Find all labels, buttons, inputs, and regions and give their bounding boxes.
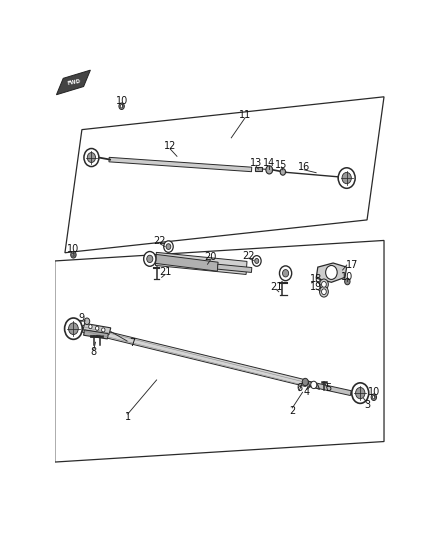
- Circle shape: [266, 166, 273, 174]
- Text: 20: 20: [205, 252, 217, 262]
- Polygon shape: [57, 70, 90, 95]
- Text: 8: 8: [91, 347, 97, 357]
- Circle shape: [166, 244, 171, 249]
- Circle shape: [311, 381, 317, 389]
- Text: 5: 5: [325, 383, 331, 393]
- Circle shape: [72, 253, 75, 256]
- Text: 10: 10: [368, 387, 380, 397]
- Text: 17: 17: [346, 260, 358, 270]
- Text: 1: 1: [125, 412, 131, 422]
- Circle shape: [84, 149, 99, 166]
- Polygon shape: [83, 324, 111, 334]
- Circle shape: [84, 318, 90, 325]
- Text: FWD: FWD: [67, 78, 81, 86]
- Circle shape: [280, 168, 286, 175]
- Text: 14: 14: [263, 158, 276, 168]
- Polygon shape: [316, 263, 346, 282]
- Text: 6: 6: [296, 383, 302, 393]
- Circle shape: [283, 270, 289, 277]
- Polygon shape: [307, 381, 320, 390]
- Text: 22: 22: [154, 236, 166, 246]
- Text: 10: 10: [67, 245, 80, 254]
- Circle shape: [119, 103, 124, 109]
- Polygon shape: [218, 264, 252, 272]
- Text: 16: 16: [298, 163, 311, 172]
- Polygon shape: [155, 254, 218, 271]
- Text: 11: 11: [239, 110, 251, 120]
- Circle shape: [164, 241, 173, 252]
- Text: 2: 2: [289, 406, 296, 416]
- Circle shape: [144, 252, 156, 266]
- Text: 9: 9: [78, 313, 84, 324]
- Text: 22: 22: [242, 251, 254, 261]
- Text: 21: 21: [270, 282, 282, 292]
- Text: 18: 18: [310, 274, 322, 284]
- Polygon shape: [84, 330, 108, 339]
- Circle shape: [87, 152, 95, 163]
- Circle shape: [320, 279, 328, 290]
- Circle shape: [64, 318, 82, 340]
- Circle shape: [302, 378, 308, 386]
- Text: 19: 19: [310, 282, 322, 292]
- Polygon shape: [109, 157, 252, 172]
- Circle shape: [338, 168, 355, 188]
- Text: 21: 21: [159, 267, 171, 277]
- Circle shape: [69, 323, 78, 335]
- Text: 15: 15: [276, 159, 288, 169]
- Circle shape: [325, 265, 337, 279]
- Polygon shape: [155, 252, 247, 274]
- Circle shape: [352, 383, 369, 403]
- Circle shape: [371, 394, 377, 400]
- Circle shape: [320, 286, 328, 297]
- Circle shape: [95, 326, 99, 330]
- Text: 7: 7: [129, 338, 135, 348]
- Text: 10: 10: [116, 96, 128, 106]
- Circle shape: [321, 281, 326, 287]
- Circle shape: [342, 172, 351, 184]
- Text: 3: 3: [364, 400, 370, 410]
- Circle shape: [102, 328, 105, 332]
- Circle shape: [356, 387, 365, 399]
- Circle shape: [254, 259, 259, 263]
- Circle shape: [88, 325, 92, 329]
- Circle shape: [252, 256, 261, 266]
- Text: 12: 12: [164, 141, 177, 151]
- FancyBboxPatch shape: [255, 166, 262, 172]
- Circle shape: [147, 255, 153, 263]
- Text: 10: 10: [341, 271, 353, 281]
- Circle shape: [71, 252, 76, 258]
- Text: 13: 13: [250, 158, 262, 168]
- Circle shape: [120, 104, 123, 108]
- Circle shape: [321, 289, 326, 295]
- Circle shape: [372, 395, 375, 399]
- Polygon shape: [82, 326, 307, 386]
- Circle shape: [279, 266, 292, 281]
- Polygon shape: [306, 381, 351, 395]
- Text: 4: 4: [304, 387, 310, 397]
- Circle shape: [345, 278, 350, 285]
